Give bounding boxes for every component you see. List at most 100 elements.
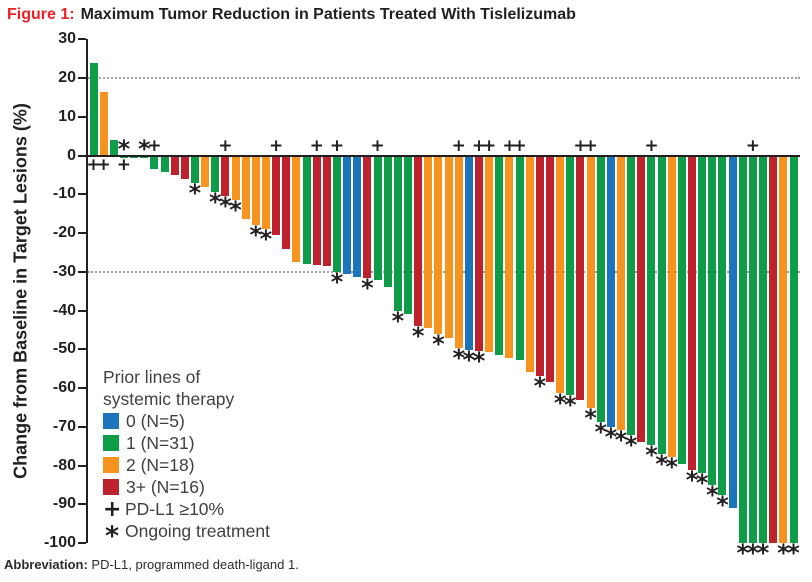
y-tick-label: -30 <box>52 262 76 280</box>
figure-title: Figure 1: Maximum Tumor Reduction in Pati… <box>7 6 576 24</box>
plus-marker: + <box>502 136 517 156</box>
star-marker: * <box>736 539 750 567</box>
star-marker: * <box>553 389 567 418</box>
star-marker: * <box>259 225 273 254</box>
star-marker: * <box>462 346 476 375</box>
star-marker: * <box>584 404 597 433</box>
legend-item-label: 3+ (N=16) <box>126 476 205 497</box>
plus-marker: + <box>309 136 324 156</box>
patient-bar <box>170 156 179 175</box>
patient-bar <box>748 156 757 543</box>
patient-bar <box>201 156 210 187</box>
patient-bar <box>322 156 331 267</box>
gridline--30 <box>87 270 800 273</box>
y-tick <box>78 425 86 428</box>
patient-bar <box>383 156 392 288</box>
y-tick-label: 10 <box>58 107 76 125</box>
y-tick <box>78 154 86 157</box>
patient-bar <box>596 156 605 422</box>
patient-bar <box>393 156 402 311</box>
star-marker: * <box>564 390 577 419</box>
plus-marker: + <box>329 136 345 156</box>
patient-bar <box>302 156 311 264</box>
star-marker: * <box>533 372 547 401</box>
patient-bar <box>495 156 504 356</box>
legend-items: 0 (N=5) 1 (N=31) 2 (N=18) 3+ (N=16) <box>103 410 270 498</box>
y-tick <box>78 387 86 389</box>
plus-marker: + <box>116 155 132 175</box>
patient-bar <box>343 156 352 275</box>
footnote-label: Abbreviation: <box>4 557 88 572</box>
legend-item-3+: 3+ (N=16) <box>103 476 270 498</box>
plus-marker: + <box>147 136 162 156</box>
legend: Prior lines of systemic therapy 0 (N=5) 1… <box>103 367 270 552</box>
patient-bar <box>708 156 717 485</box>
y-tick-label: 30 <box>58 30 76 48</box>
legend-item-2: 2 (N=18) <box>103 454 270 476</box>
plus-marker: + <box>745 136 761 156</box>
patient-bar <box>363 156 372 279</box>
patient-bar <box>617 156 626 430</box>
x-axis-baseline <box>85 154 800 157</box>
footnote: Abbreviation: PD-L1, programmed death-li… <box>4 557 299 572</box>
y-tick-label: -20 <box>52 224 76 241</box>
star-marker: * <box>787 539 800 567</box>
patient-bar <box>759 156 768 543</box>
patient-bar <box>180 156 189 179</box>
y-tick <box>78 38 86 41</box>
patient-bar <box>434 156 443 334</box>
star-marker: * <box>117 135 131 163</box>
star-marker: * <box>452 344 465 373</box>
legend-pdl1-label: PD-L1 ≥10% <box>125 498 225 519</box>
patient-bar <box>789 156 798 543</box>
star-marker: * <box>756 539 770 567</box>
patient-bar <box>424 156 433 329</box>
legend-item-label: 2 (N=18) <box>126 454 195 475</box>
patient-bar <box>647 156 656 445</box>
plus-marker: + <box>471 136 487 156</box>
patient-bar <box>525 156 534 372</box>
patient-bar <box>251 156 260 226</box>
patient-bar <box>373 156 382 280</box>
plus-marker: + <box>96 155 111 175</box>
star-marker: * <box>655 449 668 478</box>
patient-bar <box>282 156 291 249</box>
y-tick-label: 20 <box>58 69 76 86</box>
patient-bar <box>677 156 686 464</box>
patient-bar <box>485 156 494 352</box>
y-tick-label: -40 <box>52 301 76 319</box>
patient-bar <box>627 156 636 435</box>
star-marker: * <box>777 539 790 567</box>
star-marker: * <box>746 539 760 567</box>
patient-bar <box>606 156 615 427</box>
patient-bar <box>576 156 585 400</box>
y-tick <box>78 309 86 312</box>
patient-bar <box>566 156 575 395</box>
plus-marker: + <box>268 136 284 156</box>
patient-bar <box>464 156 473 351</box>
legend-swatch <box>103 435 119 451</box>
patient-bar <box>241 156 250 220</box>
legend-item-1: 1 (N=31) <box>103 432 270 454</box>
y-tick <box>78 503 86 506</box>
legend-swatch <box>103 413 119 429</box>
patient-bar <box>119 156 128 158</box>
legend-item-label: 1 (N=31) <box>126 432 195 453</box>
y-tick-label: -100 <box>43 534 76 551</box>
legend-title-line2: systemic therapy <box>103 388 235 409</box>
patient-bar <box>454 156 463 349</box>
patient-bar <box>779 156 788 543</box>
star-marker: * <box>624 430 638 459</box>
patient-bar <box>515 156 524 361</box>
legend-swatch <box>103 457 119 473</box>
patient-bar <box>637 156 646 443</box>
patient-bar <box>89 62 98 155</box>
plus-marker: + <box>644 136 659 156</box>
footnote-text: PD-L1, programmed death-ligand 1. <box>91 557 299 572</box>
patient-bar <box>403 156 412 315</box>
star-marker: * <box>604 422 618 451</box>
patient-bar <box>444 156 453 338</box>
y-tick-label: -10 <box>52 185 76 203</box>
y-axis-line <box>85 39 88 543</box>
y-tick <box>78 270 86 273</box>
